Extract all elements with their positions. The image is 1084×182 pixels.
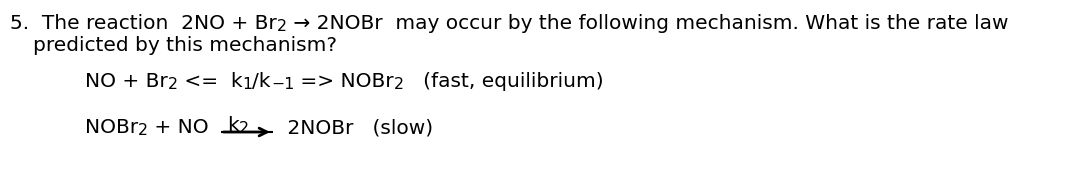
Text: => NOBr: => NOBr [295,72,393,91]
Text: 5.  The reaction  2NO + Br: 5. The reaction 2NO + Br [10,14,276,33]
Text: + NO: + NO [149,118,209,137]
Text: predicted by this mechanism?: predicted by this mechanism? [33,36,337,55]
Text: (fast, equilibrium): (fast, equilibrium) [404,72,604,91]
Text: 1: 1 [243,77,253,92]
Text: 2NOBr   (slow): 2NOBr (slow) [281,118,433,137]
Text: k: k [227,116,238,135]
Text: 2: 2 [393,77,404,92]
Text: 2: 2 [168,77,178,92]
Text: → 2NOBr  may occur by the following mechanism. What is the rate law: → 2NOBr may occur by the following mecha… [287,14,1008,33]
Text: <=  k: <= k [178,72,243,91]
Text: 2: 2 [138,123,149,138]
Text: 2: 2 [276,19,287,34]
Text: NO + Br: NO + Br [85,72,168,91]
Text: 2: 2 [238,121,248,136]
Text: NOBr: NOBr [85,118,138,137]
Text: /k: /k [253,72,271,91]
Text: −1: −1 [271,77,295,92]
